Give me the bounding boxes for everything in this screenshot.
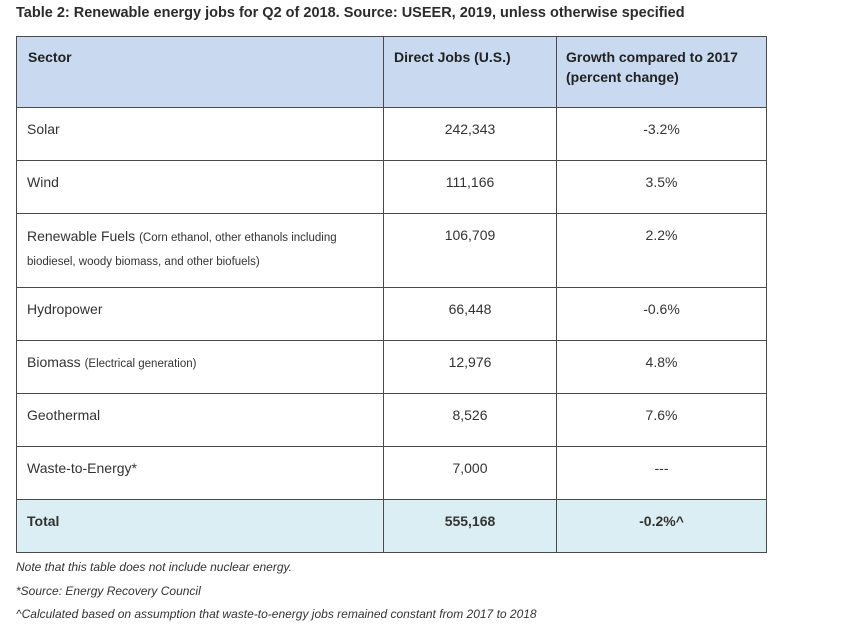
table-row: Geothermal 8,526 7.6% [16,393,767,447]
sector-name: Hydropower [27,301,103,317]
footnotes: Note that this table does not include nu… [16,556,537,627]
sector-cell: Geothermal [16,393,384,447]
header-growth: Growth compared to 2017 (percent change) [556,36,767,108]
sector-name: Waste-to-Energy* [27,460,137,476]
growth-cell: 7.6% [556,393,767,447]
table-title: Table 2: Renewable energy jobs for Q2 of… [16,5,685,21]
total-growth: -0.2%^ [556,499,767,553]
growth-cell: -0.6% [556,287,767,341]
jobs-cell: 111,166 [383,160,557,214]
sector-name: Solar [27,121,60,137]
header-direct-jobs: Direct Jobs (U.S.) [383,36,557,108]
table-row: Renewable Fuels (Corn ethanol, other eth… [16,213,767,288]
sector-name: Geothermal [27,407,101,423]
table-row: Biomass (Electrical generation) 12,976 4… [16,340,767,394]
sector-cell: Biomass (Electrical generation) [16,340,384,394]
growth-cell: 2.2% [556,213,767,288]
sector-note: (Electrical generation) [84,358,197,370]
footnote-nuclear: Note that this table does not include nu… [16,560,292,574]
jobs-cell: 12,976 [383,340,557,394]
sector-cell: Solar [16,107,384,161]
sector-name: Biomass [27,354,81,370]
table-row: Waste-to-Energy* 7,000 --- [16,446,767,500]
footnote-calculation: ^Calculated based on assumption that was… [16,607,537,621]
table-row: Solar 242,343 -3.2% [16,107,767,161]
table-row: Wind 111,166 3.5% [16,160,767,214]
total-label: Total [16,499,384,553]
sector-name: Wind [27,174,59,190]
footnote-source: *Source: Energy Recovery Council [16,583,201,598]
jobs-cell: 66,448 [383,287,557,341]
sector-name: Renewable Fuels [27,228,136,244]
jobs-cell: 106,709 [383,213,557,288]
sector-cell: Waste-to-Energy* [16,446,384,500]
header-growth-label: Growth compared to 2017 (percent change) [566,49,738,85]
growth-cell: --- [556,446,767,500]
header-row: Sector Direct Jobs (U.S.) Growth compare… [16,36,767,108]
table-row: Hydropower 66,448 -0.6% [16,287,767,341]
jobs-cell: 8,526 [383,393,557,447]
growth-cell: 3.5% [556,160,767,214]
sector-cell: Wind [16,160,384,214]
renewable-jobs-table: Sector Direct Jobs (U.S.) Growth compare… [16,36,767,553]
sector-note: (Corn ethanol, other ethanols including … [27,232,337,268]
growth-cell: 4.8% [556,340,767,394]
jobs-cell: 242,343 [383,107,557,161]
growth-cell: -3.2% [556,107,767,161]
sector-cell: Renewable Fuels (Corn ethanol, other eth… [16,213,384,288]
header-sector: Sector [16,36,384,108]
total-jobs: 555,168 [383,499,557,553]
sector-cell: Hydropower [16,287,384,341]
jobs-cell: 7,000 [383,446,557,500]
total-row: Total 555,168 -0.2%^ [16,499,767,553]
